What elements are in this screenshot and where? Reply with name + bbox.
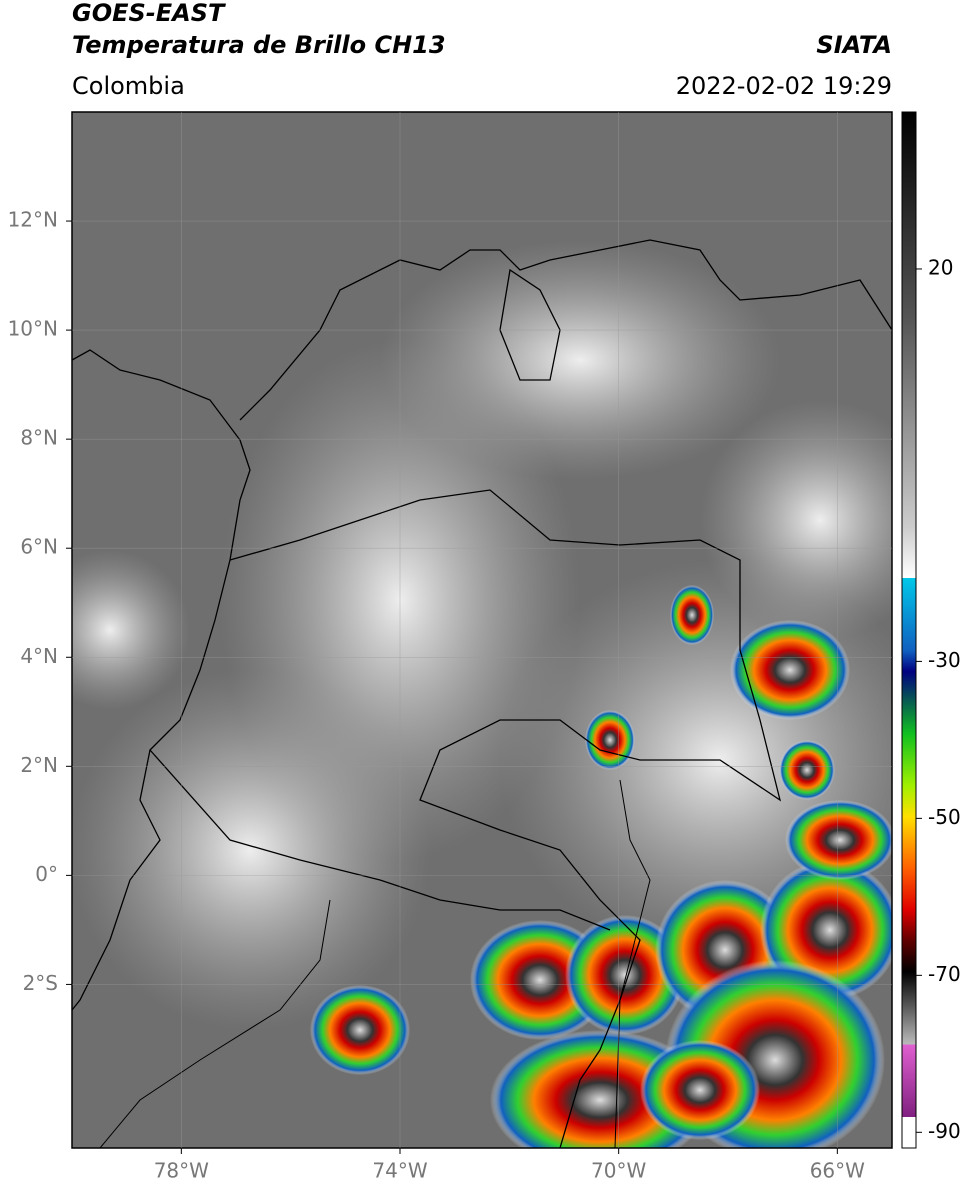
y-tick-label: 6°N (20, 535, 58, 559)
x-tick-label: 66°W (810, 1159, 865, 1183)
x-tick-label: 74°W (372, 1159, 427, 1183)
colorbar-tick-label: -70 (928, 962, 961, 986)
x-tick-label: 70°W (591, 1159, 646, 1183)
subtitle: Temperatura de Brillo CH13 (72, 31, 446, 59)
y-tick-label: 4°N (20, 644, 58, 668)
satellite-image (72, 112, 892, 1148)
colorbar-tick-label: -50 (928, 805, 961, 829)
y-tick-label: 0° (35, 862, 58, 886)
y-tick-label: 2°N (20, 753, 58, 777)
y-tick-label: 2°S (23, 971, 58, 995)
colorbar-tick-label: -30 (928, 648, 961, 672)
x-tick-label: 78°W (154, 1159, 209, 1183)
source: SIATA (816, 31, 892, 59)
y-tick-label: 8°N (20, 426, 58, 450)
timestamp: 2022-02-02 19:29 (676, 72, 892, 100)
y-tick-label: 10°N (8, 317, 58, 341)
colorbar (901, 111, 917, 1149)
colorbar-tick-label: 20 (928, 255, 953, 279)
title: GOES-EAST (72, 0, 226, 27)
region: Colombia (72, 72, 185, 100)
y-tick-label: 12°N (8, 208, 58, 232)
map-frame (71, 111, 893, 1149)
colorbar-tick-label: -90 (928, 1119, 961, 1143)
